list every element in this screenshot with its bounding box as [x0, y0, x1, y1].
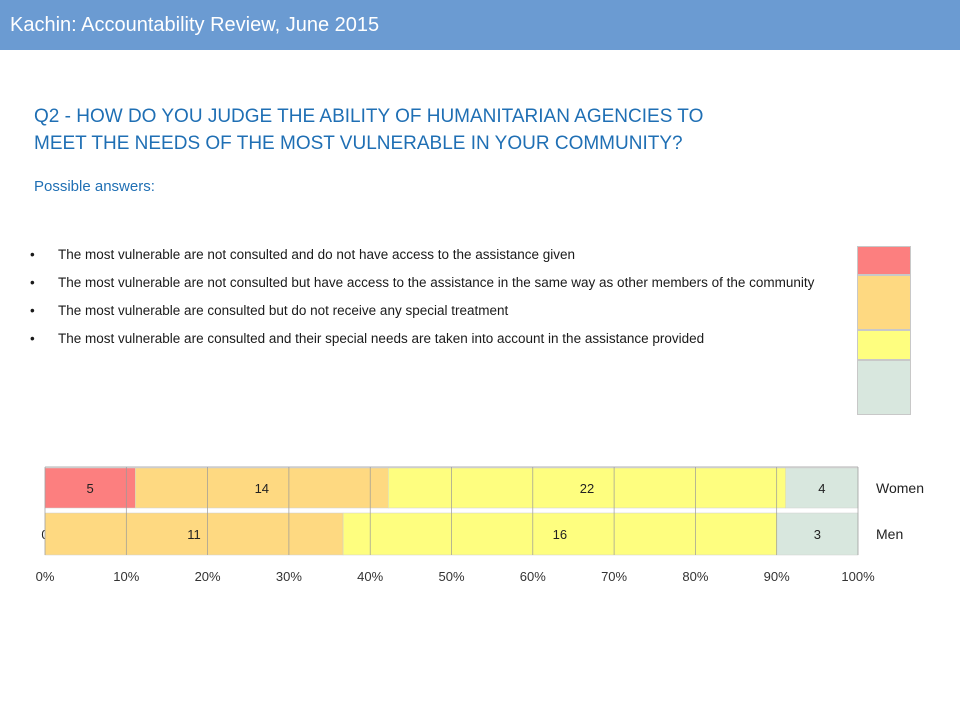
- answer-list: The most vulnerable are not consulted an…: [30, 246, 820, 358]
- category-label-women: Women: [876, 480, 924, 496]
- data-label-women-4: 4: [818, 481, 825, 496]
- header-bar: Kachin: Accountability Review, June 2015: [0, 0, 960, 50]
- x-tick-label-2: 20%: [195, 569, 221, 584]
- x-tick-label-3: 30%: [276, 569, 302, 584]
- answer-item-2: The most vulnerable are not consulted bu…: [30, 274, 820, 291]
- stacked-bar-chart: 514224Women011163Men0%10%20%30%40%50%60%…: [36, 466, 924, 584]
- answer-item-1: The most vulnerable are not consulted an…: [30, 246, 820, 263]
- swatch-1: [857, 246, 911, 275]
- answer-item-4: The most vulnerable are consulted and th…: [30, 330, 820, 347]
- x-tick-label-10: 100%: [841, 569, 875, 584]
- bar-segment-men-3: [342, 512, 777, 556]
- data-label-men-3: 16: [553, 527, 567, 542]
- bar-segment-men-4: [776, 512, 859, 556]
- x-tick-label-7: 70%: [601, 569, 627, 584]
- possible-answers-label: Possible answers:: [34, 178, 155, 195]
- x-tick-label-1: 10%: [113, 569, 139, 584]
- x-tick-label-0: 0%: [36, 569, 55, 584]
- x-tick-label-9: 90%: [764, 569, 790, 584]
- data-label-women-2: 14: [255, 481, 269, 496]
- swatch-4: [857, 360, 911, 415]
- bar-segment-women-2: [135, 467, 389, 509]
- bar-segment-women-1: [44, 467, 136, 509]
- answer-color-key: [857, 246, 911, 415]
- data-label-men-2: 11: [187, 527, 201, 542]
- header-title: Kachin: Accountability Review, June 2015: [10, 14, 380, 36]
- answer-item-3: The most vulnerable are consulted but do…: [30, 302, 820, 319]
- x-tick-label-5: 50%: [438, 569, 464, 584]
- question-line-1: Q2 - HOW DO YOU JUDGE THE ABILITY OF HUM…: [34, 106, 704, 127]
- x-tick-label-6: 60%: [520, 569, 546, 584]
- swatch-3: [857, 330, 911, 360]
- data-label-women-3: 22: [580, 481, 594, 496]
- question-title: Q2 - HOW DO YOU JUDGE THE ABILITY OF HUM…: [34, 103, 914, 157]
- data-label-men-4: 3: [814, 527, 821, 542]
- bar-segment-women-3: [388, 467, 786, 509]
- question-line-2: MEET THE NEEDS OF THE MOST VULNERABLE IN…: [34, 133, 683, 154]
- category-label-men: Men: [876, 526, 903, 542]
- bar-segment-women-4: [785, 467, 859, 509]
- data-label-women-1: 5: [87, 481, 94, 496]
- bar-segment-men-2: [44, 512, 344, 556]
- swatch-2: [857, 275, 911, 330]
- x-tick-label-4: 40%: [357, 569, 383, 584]
- x-tick-label-8: 80%: [682, 569, 708, 584]
